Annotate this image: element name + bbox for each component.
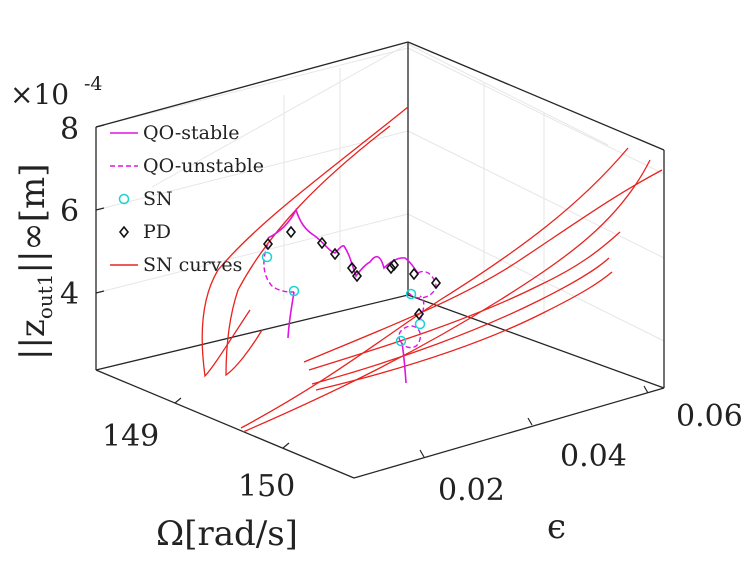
y-axis-title: ϵ [547,507,566,547]
z-exponent-base: ×10 [10,78,69,111]
pd-marker [316,236,328,250]
series-layer [201,106,663,433]
marker-layer [261,225,442,347]
sn-curve [308,231,621,371]
qo-unstable-branch [398,325,422,349]
legend-label: QO-stable [143,122,239,144]
x-tick-label: 150 [238,469,295,504]
y-tick-label: 0.02 [438,473,505,508]
legend-entry-qo-unstable: QO-unstable [110,155,264,177]
sn-curve [201,106,409,378]
z-tick-label: 8 [60,112,79,147]
z-tick-label: 4 [60,277,79,312]
legend-entry-sn: SN [118,188,173,210]
qo-stable-branch [267,207,419,278]
pd-marker [285,225,297,239]
qo-stable-branch [401,342,407,384]
legend-swatch [118,193,130,205]
z-exponent-power: -4 [84,73,103,95]
axes-box [95,41,665,479]
sn-curve [242,159,651,433]
pd-marker [329,247,341,261]
z-tick-label: 6 [60,194,79,229]
sn-marker [414,318,426,330]
legend: QO-stable QO-unstable SN PD SN curves [110,122,264,276]
pd-marker [262,237,274,251]
pd-marker [413,307,425,321]
legend-swatch [118,225,130,239]
x-tick-label: 149 [102,419,159,454]
legend-label: SN curves [143,254,242,276]
legend-label: QO-unstable [143,155,264,177]
sn-curve [240,147,629,429]
pd-marker [346,261,358,275]
y-tick-label: 0.04 [560,439,627,474]
sn-marker [261,251,273,263]
x-axis-title: Ω[rad/s] [156,514,298,554]
legend-label: SN [143,188,173,210]
z-axis-title: ||zout1||∞[m] [13,163,57,360]
sn-marker [395,335,407,347]
pd-marker [408,267,420,281]
pd-marker [351,269,363,283]
tick-marks [95,124,649,458]
pd-marker [430,276,442,290]
qo-stable-branch [287,291,295,339]
qo-unstable-branch [408,270,437,299]
z-exponent: ×10 -4 [10,73,103,111]
sn-marker [288,285,300,297]
sn-curve [303,169,663,363]
y-tick-label: 0.06 [676,399,743,434]
sn-marker [405,288,417,300]
legend-entry-pd: PD [118,221,171,243]
legend-entry-sn-curves: SN curves [110,254,242,276]
sn-curve [315,271,613,391]
sn-curve [225,125,391,377]
qo-unstable-branch [263,243,295,293]
legend-entry-qo-stable: QO-stable [110,122,239,144]
legend-label: PD [143,221,171,243]
sn-curve [311,257,610,385]
grid-lines [95,43,665,342]
pd-marker [385,261,397,275]
pd-marker [388,258,400,272]
